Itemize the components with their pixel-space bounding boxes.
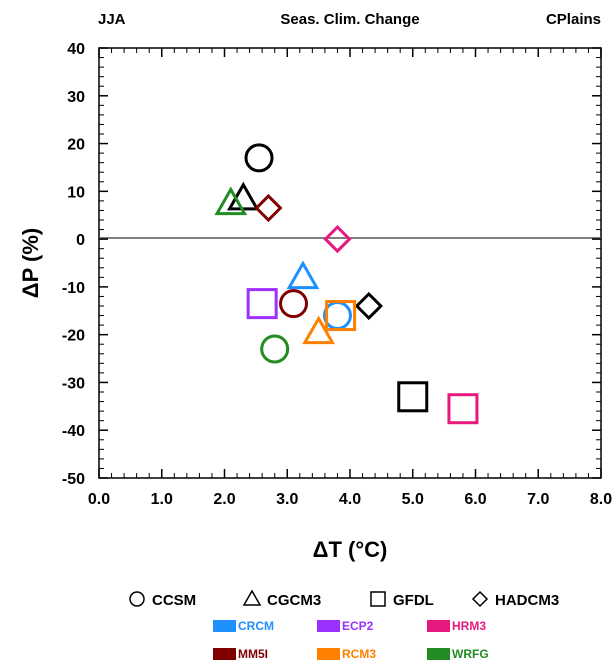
color-legend-swatch [427, 620, 450, 632]
color-legend-swatch [213, 620, 236, 632]
plot-frame [98, 47, 602, 479]
color-legend-label: WRFG [452, 647, 489, 661]
triangle-point [286, 260, 320, 290]
shape-legend-item: CCSM [129, 591, 196, 609]
color-legend-item: MM5I [213, 647, 268, 661]
y-tick-label: 10 [67, 184, 85, 201]
color-legend-label: ECP2 [342, 619, 374, 633]
x-tick-label: 1.0 [151, 491, 173, 508]
shape-legend-label: GFDL [393, 592, 434, 609]
y-tick-label: 20 [67, 137, 85, 154]
square-legend-marker [370, 591, 386, 607]
x-tick-label: 4.0 [339, 491, 361, 508]
color-legend-swatch [427, 648, 450, 660]
shape-legend-label: CCSM [152, 592, 196, 609]
shape-legend-label: HADCM3 [495, 592, 559, 609]
x-axis-title: ΔT (°C) [313, 537, 388, 562]
square-point [325, 300, 357, 332]
region-label: CPlains [546, 11, 601, 28]
circle-point [244, 143, 274, 173]
color-legend-swatch [317, 648, 340, 660]
x-tick-label: 2.0 [213, 491, 235, 508]
y-tick-label: -10 [62, 280, 85, 297]
y-axis-title: ΔP (%) [18, 228, 43, 298]
color-legend-swatch [213, 648, 236, 660]
y-tick-label: 0 [76, 232, 85, 249]
color-legend-item: HRM3 [427, 619, 486, 633]
diamond-point [323, 224, 352, 254]
x-tick-label: 5.0 [402, 491, 424, 508]
triangle-point [302, 315, 336, 345]
x-tick-label: 6.0 [464, 491, 486, 508]
circle-point [279, 289, 309, 319]
ticks [98, 47, 602, 479]
shape-legend-item: HADCM3 [471, 590, 559, 609]
y-tick-label: -50 [62, 471, 85, 488]
color-legend-item: RCM3 [317, 647, 376, 661]
shape-legend-item: CGCM3 [242, 589, 321, 609]
color-legend-label: MM5I [238, 647, 268, 661]
color-legend-label: RCM3 [342, 647, 376, 661]
color-legend-item: WRFG [427, 647, 489, 661]
y-tick-labels: -50 -40 -30 -20 -10 0 10 20 30 40 [62, 41, 85, 488]
x-tick-label: 3.0 [276, 491, 298, 508]
y-tick-label: 30 [67, 89, 85, 106]
color-legend-swatch [317, 620, 340, 632]
square-point [447, 393, 479, 425]
color-legend: CRCM ECP2 HRM3 MM5I RCM3 WRFG [213, 619, 489, 661]
y-tick-label: -20 [62, 328, 85, 345]
data-points [214, 143, 479, 425]
color-legend-item: ECP2 [317, 619, 374, 633]
square-point [397, 381, 429, 413]
circle-point [260, 334, 290, 364]
square-point [246, 288, 278, 320]
x-tick-label: 7.0 [527, 491, 549, 508]
color-legend-item: CRCM [213, 619, 274, 633]
season-label: JJA [98, 11, 126, 28]
triangle-legend-marker [242, 589, 262, 606]
shape-legend-label: CGCM3 [267, 592, 321, 609]
x-tick-label: 0.0 [88, 491, 110, 508]
diamond-point [354, 291, 383, 321]
circle-point [322, 301, 352, 331]
x-tick-labels: 0.0 1.0 2.0 3.0 4.0 5.0 6.0 7.0 8.0 [88, 491, 612, 508]
circle-legend-marker [129, 591, 145, 607]
diamond-legend-marker [471, 590, 489, 608]
diamond-point [254, 193, 283, 223]
x-tick-label: 8.0 [590, 491, 612, 508]
color-legend-label: CRCM [238, 619, 274, 633]
chart-title: Seas. Clim. Change [280, 11, 419, 28]
y-tick-label: 40 [67, 41, 85, 58]
y-tick-label: -30 [62, 375, 85, 392]
shape-legend-item: GFDL [370, 591, 434, 609]
shape-legend: CCSM CGCM3 GFDL HADCM3 [129, 589, 559, 609]
triangle-point [214, 186, 248, 216]
y-tick-label: -40 [62, 423, 85, 440]
color-legend-label: HRM3 [452, 619, 486, 633]
